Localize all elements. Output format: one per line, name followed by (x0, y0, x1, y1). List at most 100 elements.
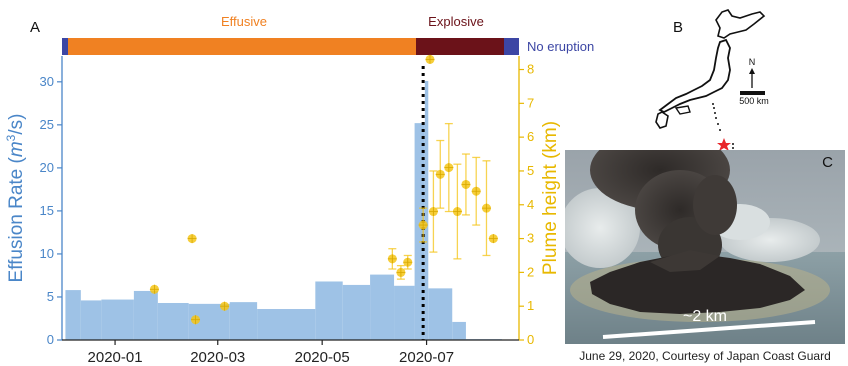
island-dot-0 (712, 103, 714, 105)
right-y-tick-label-5: 5 (527, 163, 534, 178)
plume-point-3 (220, 301, 230, 311)
north-arrowhead-icon (749, 68, 755, 74)
effusion-bar-4 (157, 302, 189, 340)
panel-a-label: A (30, 19, 40, 36)
x-tick-label-0: 2020-01 (88, 349, 143, 366)
honshu-shape (658, 38, 731, 114)
phase-explosive (416, 38, 504, 55)
plume-point-4 (387, 248, 397, 270)
volcano-photo: ~2 km (565, 150, 845, 344)
map-scale-label: 500 km (739, 96, 769, 106)
right-y-ticks: 0 1 2 3 4 5 6 7 8 (519, 62, 534, 347)
right-y-tick-label-2: 2 (527, 264, 534, 279)
plume-point-9 (428, 170, 438, 253)
island-dot-2 (714, 112, 716, 114)
effusive-label: Effusive (221, 14, 267, 29)
plume-point-15 (481, 160, 491, 257)
plume-point-14 (471, 156, 481, 226)
effusion-bar-3 (133, 290, 158, 340)
effusion-bar-11 (394, 285, 415, 340)
effusion-bar-7 (257, 309, 316, 340)
left-y-tick-label-2: 10 (40, 246, 54, 261)
effusion-bar-0 (65, 290, 81, 340)
plume-point-16 (488, 234, 498, 244)
effusion-rate-axis-title-part1: Effusion Rate ( (6, 156, 27, 282)
right-y-tick-label-6: 6 (527, 129, 534, 144)
photo-caption: June 29, 2020, Courtesy of Japan Coast G… (579, 349, 831, 363)
plume-point-0 (149, 284, 159, 294)
right-y-tick-label-7: 7 (527, 95, 534, 110)
effusion-rate-axis-title-part4: /s) (6, 114, 27, 135)
plume-point-11 (444, 122, 454, 213)
left-y-tick-label-5: 25 (40, 117, 54, 132)
ash-plume-right (693, 175, 737, 235)
effusion-bar-13 (424, 80, 429, 340)
kyushu-shape (655, 111, 669, 129)
effusion-rate-axis-title: Effusion Rate (m3/s) (4, 114, 27, 283)
island-dot-7 (732, 147, 734, 149)
left-y-tick-label-4: 20 (40, 160, 54, 175)
plume-point-13 (461, 153, 471, 216)
north-label: N (749, 57, 756, 67)
x-ticks: 2020-01 2020-03 2020-05 2020-07 (88, 340, 454, 366)
phase-no-eruption-start (62, 38, 68, 55)
plume-point-12 (452, 163, 462, 260)
left-y-tick-label-6: 30 (40, 74, 54, 89)
left-y-tick-label-3: 15 (40, 203, 54, 218)
plume-point-7 (418, 207, 428, 243)
x-tick-label-1: 2020-03 (190, 349, 245, 366)
right-y-tick-label-8: 8 (527, 62, 534, 77)
effusion-bar-8 (315, 281, 343, 340)
plume-point-6 (403, 254, 413, 270)
right-y-tick-label-4: 4 (527, 197, 534, 212)
steam-cloud-left (565, 188, 640, 268)
panel-b-label: B (673, 19, 683, 36)
effusion-rate-axis-title-exponent: 3 (4, 134, 18, 141)
effusion-bar-15 (452, 321, 466, 340)
map-scale-bar (740, 91, 765, 95)
phase-effusive (68, 38, 416, 55)
island-dot-4 (717, 123, 719, 125)
island-shape (590, 254, 805, 314)
japan-outline-map-icon: N 500 km (655, 9, 769, 151)
photo-scale-bar (602, 320, 816, 339)
x-tick-label-3: 2020-07 (399, 349, 454, 366)
panel-c-label: C (822, 154, 833, 171)
left-y-ticks: 0 5 10 15 20 25 30 (40, 74, 62, 347)
left-y-tick-label-0: 0 (47, 332, 54, 347)
island-ridge (650, 250, 720, 272)
island-dot-6 (732, 143, 734, 145)
island-dot-1 (713, 107, 715, 109)
no-eruption-label: No eruption (527, 39, 594, 54)
shikoku-shape (674, 105, 691, 115)
effusion-bar-9 (342, 284, 371, 340)
effusion-bars (65, 80, 502, 340)
x-tick-label-2: 2020-05 (295, 349, 350, 366)
plume-point-5 (396, 264, 406, 280)
effusion-bar-2 (101, 299, 134, 340)
plume-point-10 (435, 139, 445, 209)
island-dot-3 (715, 117, 717, 119)
explosive-label: Explosive (428, 14, 484, 29)
effusion-bar-10 (370, 274, 395, 340)
effusion-bar-6 (229, 302, 258, 340)
right-y-tick-label-0: 0 (527, 332, 534, 347)
effusion-bar-14 (428, 288, 453, 340)
plume-point-1 (187, 234, 197, 244)
plume-point-8 (425, 54, 435, 64)
hokkaido-shape (715, 9, 766, 39)
eruption-phase-bar: Effusive Explosive No eruption (62, 14, 594, 55)
right-y-tick-label-3: 3 (527, 231, 534, 246)
photo-scale-label: ~2 km (683, 308, 727, 325)
effusion-bar-1 (80, 300, 102, 340)
island-chain-dots (712, 103, 734, 149)
island-dot-5 (719, 129, 721, 131)
nishinoshima-star-icon (717, 138, 731, 151)
right-y-tick-label-1: 1 (527, 298, 534, 313)
phase-no-eruption-end (504, 38, 519, 55)
plume-point-2 (191, 315, 201, 325)
effusion-rate-axis-title-unit-m: m (6, 141, 27, 157)
left-y-tick-label-1: 5 (47, 289, 54, 304)
